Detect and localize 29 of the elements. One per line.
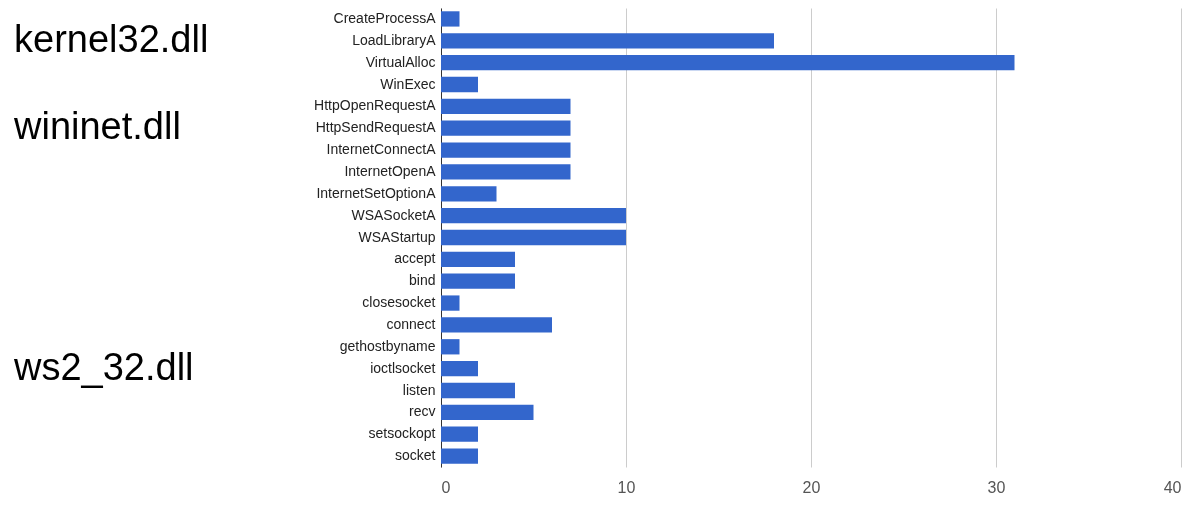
x-tick-label: 40 (1163, 478, 1182, 496)
y-tick-label: InternetSetOptionA (316, 184, 437, 201)
y-tick-label: WSAStartup (358, 228, 436, 245)
y-tick-label: WinExec (380, 75, 436, 92)
y-tick-label: InternetConnectA (326, 141, 437, 158)
y-tick-label: CreateProcessA (333, 9, 437, 26)
y-tick-label: LoadLibraryA (352, 31, 437, 48)
x-tick-label: 10 (617, 478, 636, 496)
y-tick-label: listen (402, 381, 436, 398)
y-tick-label: setsockopt (368, 425, 436, 442)
x-tick-label: 0 (441, 478, 451, 496)
y-tick-label: socket (395, 447, 436, 464)
y-tick-label: HttpSendRequestA (315, 119, 437, 136)
y-tick-label: accept (394, 250, 436, 267)
x-tick-label: 20 (802, 478, 821, 496)
x-tick-label: 30 (987, 478, 1006, 496)
y-tick-label: closesocket (362, 294, 436, 311)
y-tick-label: bind (409, 272, 436, 289)
y-tick-label: connect (386, 315, 436, 332)
y-tick-label: WSASocketA (351, 206, 437, 223)
y-tick-label: gethostbyname (339, 337, 436, 354)
y-tick-label: recv (409, 403, 436, 420)
y-tick-label: ioctlsocket (370, 359, 436, 376)
y-tick-label: HttpOpenRequestA (314, 97, 437, 114)
y-tick-label: InternetOpenA (344, 162, 437, 179)
y-tick-label: VirtualAlloc (365, 53, 436, 70)
text: ws2_32.dll (13, 345, 194, 388)
text: wininet.dll (13, 105, 181, 148)
text: kernel32.dll (14, 17, 209, 60)
